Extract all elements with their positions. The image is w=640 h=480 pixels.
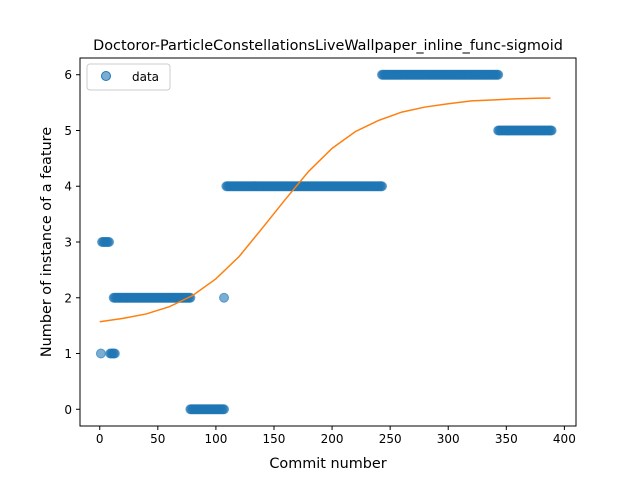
legend: data (86, 63, 171, 91)
data-point (219, 404, 230, 415)
x-tick-label: 100 (204, 432, 227, 446)
x-axis-label: Commit number (269, 456, 386, 472)
data-point (219, 292, 230, 303)
chart-title: Doctoror-ParticleConstellationsLiveWallp… (93, 38, 563, 54)
y-axis-label: Number of instance of a feature (39, 127, 55, 357)
y-tick-label: 2 (64, 291, 72, 305)
x-tick-label: 50 (150, 432, 165, 446)
x-ticks: 0 50 100 150 200 250 300 350 400 (96, 426, 576, 446)
data-point (109, 348, 120, 359)
legend-box (86, 63, 171, 91)
data-point (493, 69, 504, 80)
y-tick-label: 4 (64, 180, 72, 194)
y-ticks: 0 1 2 3 4 5 6 (64, 68, 80, 417)
y-tick-label: 6 (64, 68, 72, 82)
plot-area (95, 69, 557, 415)
x-tick-label: 150 (263, 432, 286, 446)
data-point (95, 348, 106, 359)
y-tick-label: 0 (64, 403, 72, 417)
y-tick-label: 1 (64, 347, 72, 361)
data-point (546, 125, 557, 136)
y-tick-label: 5 (64, 124, 72, 138)
data-point (377, 181, 388, 192)
x-tick-label: 300 (437, 432, 460, 446)
legend-marker-data (101, 71, 111, 81)
sigmoid-fit-line (99, 97, 551, 323)
legend-label-data: data (132, 70, 159, 84)
x-tick-label: 0 (96, 432, 104, 446)
data-point (104, 237, 115, 247)
y-tick-label: 3 (64, 236, 72, 250)
x-tick-label: 350 (495, 432, 518, 446)
x-tick-label: 250 (379, 432, 402, 446)
x-tick-label: 200 (321, 432, 344, 446)
x-tick-label: 400 (553, 432, 576, 446)
